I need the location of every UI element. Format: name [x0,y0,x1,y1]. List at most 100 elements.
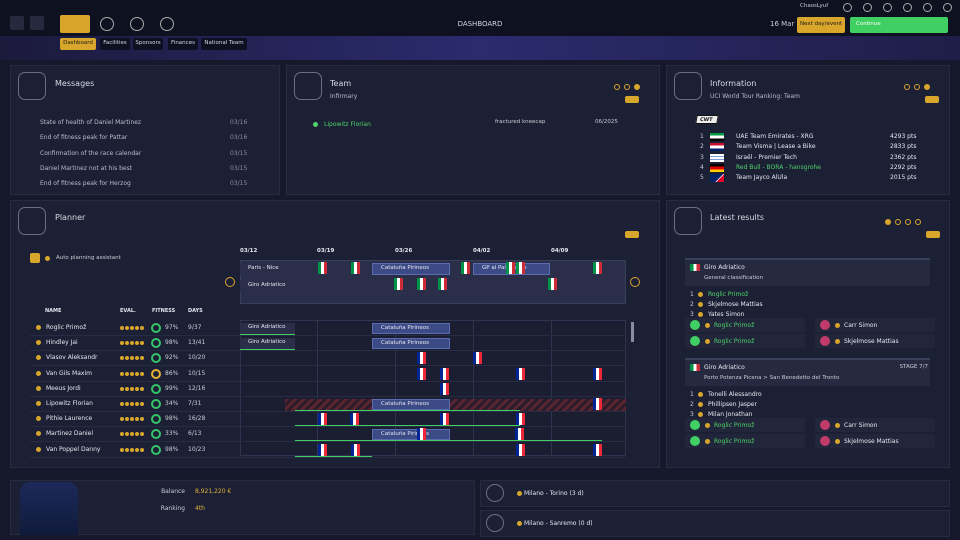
rider-name[interactable]: Meeus Jordi [46,384,81,392]
nav-icon[interactable] [130,17,144,31]
page-dot[interactable] [614,84,620,90]
status-icon[interactable] [903,3,912,12]
dot [36,370,41,376]
scroll-right[interactable] [630,277,640,287]
tab[interactable]: Finances [168,38,198,50]
rider-name[interactable]: Martinez Daniel [46,430,94,438]
team-name[interactable]: Team Visma | Lease a Bike [736,143,816,151]
jersey-holder[interactable]: Carr Simon [844,322,878,329]
nav-icon[interactable] [100,17,114,31]
message-text[interactable]: Daniel Martinez not at his best [40,164,133,172]
jersey-holder[interactable]: Roglic Primož [714,422,755,429]
page-dot[interactable] [624,84,630,90]
podium-name[interactable]: Yates Simon [708,311,745,318]
page-dot[interactable] [904,84,910,90]
tab[interactable]: Sponsors [133,38,163,50]
rider-name[interactable]: Lipowitz Florian [46,400,93,407]
team-name[interactable]: UAE Team Emirates - XRG [736,133,814,140]
rider-event[interactable]: Giro Adriatico [240,338,295,350]
podium-name[interactable]: Milan Jonathan [708,411,753,418]
message-text[interactable]: Confirmation of the race calendar [40,149,142,157]
upcoming-race[interactable]: Milano - Sanremo (0 d) [524,520,593,527]
team-name[interactable]: Red Bull - BORA - hansgrohe [736,163,821,171]
fitness: 97% [165,324,179,331]
more-button[interactable] [625,231,639,238]
flag-icon [516,413,525,426]
page-dot[interactable] [924,84,930,90]
back-button[interactable] [10,16,24,30]
race-event[interactable]: Cataluña Pirineos [372,263,450,275]
podium-name[interactable]: Roglic Primož [708,291,749,298]
race-event[interactable]: Giro Adriatico [240,280,295,292]
jersey-holder[interactable]: Carr Simon [844,422,878,429]
page-dot[interactable] [895,219,901,225]
fitness: 34% [165,400,179,407]
rider-event[interactable]: Giro Adriatico [240,323,295,334]
rider-event[interactable]: Cataluña Pirineos [372,429,450,441]
jersey-holder[interactable]: Skjelmose Mattias [844,338,899,345]
fitness-ring [151,368,161,379]
more-button[interactable] [625,96,639,103]
rider-event[interactable]: Cataluña Pirineos [372,338,450,350]
podium-name[interactable]: Skjelmose Mattias [708,301,763,308]
jersey-holder[interactable]: Roglic Primož [714,322,755,329]
team-points: 2015 pts [890,174,917,182]
ranking-label: Ranking [160,505,185,512]
jersey-holder[interactable]: Skjelmose Mattias [844,438,899,445]
jersey-row [815,318,935,332]
podium-name[interactable]: Tonelli Alessandro [708,391,762,398]
race-event[interactable]: Paris - Nice [240,263,295,275]
next-day-button[interactable]: Next day/event [797,17,845,33]
continue-button[interactable]: Continue [850,17,948,33]
more-button[interactable] [926,231,940,238]
page-dot[interactable] [885,219,891,225]
message-text[interactable]: State of health of Daniel Martinez [40,119,142,126]
tab[interactable]: National Team [201,38,247,50]
dot [835,323,840,328]
more-button[interactable] [925,96,939,103]
page-dot[interactable] [914,84,920,90]
panel-title: Planner [55,213,86,222]
rider-name[interactable]: Hindley Jai [46,339,78,347]
podium-pos: 3 [690,311,694,318]
jersey-holder[interactable]: Roglic Primož [714,438,755,445]
jersey-icon [820,436,830,446]
tab[interactable]: Dashboard [60,38,96,50]
rider-name[interactable]: Van Gils Maxim [46,369,92,377]
page-dot[interactable] [915,219,921,225]
page-dot[interactable] [634,84,640,90]
injured-rider[interactable]: Lipowitz Florian [324,121,371,128]
ranking-badge: CWT [695,115,719,124]
status-icon[interactable] [923,3,932,12]
flag [690,264,700,271]
rider-name[interactable]: Vlasov Aleksandr [46,354,98,362]
team-jersey [20,482,78,535]
row-line [30,395,626,397]
fitness-ring [151,399,161,409]
rider-name[interactable]: Van Poppel Danny [46,445,101,453]
nav-icon[interactable] [160,17,174,31]
row-line [30,411,626,412]
forward-button[interactable] [30,16,44,30]
rider-event[interactable]: Cataluña Pirineos [372,323,450,334]
team-name[interactable]: Team Jayco AlUla [736,174,788,182]
scroll-left[interactable] [225,277,235,287]
rider-name[interactable]: Roglic Primož [46,324,87,331]
status-icon[interactable] [883,3,892,12]
status-icon[interactable] [863,3,872,12]
upcoming-race[interactable]: Milano - Torino (3 d) [524,490,584,497]
rider-name[interactable]: Pithie Laurence [46,415,93,423]
status-icon[interactable] [843,3,852,12]
page-dot[interactable] [905,219,911,225]
nav-dashboard-icon[interactable] [60,15,90,33]
jersey-row [685,318,805,332]
message-text[interactable]: End of fitness peak for Herzog [40,180,131,188]
rider-event[interactable]: Cataluña Pirineos [372,399,450,410]
jersey-holder[interactable]: Roglic Primož [714,338,755,345]
checkbox[interactable] [30,253,40,263]
status-icon[interactable] [943,3,952,12]
team-name[interactable]: Israël - Premier Tech [736,153,797,161]
tab[interactable]: Facilities [100,38,130,50]
message-text[interactable]: End of fitness peak for Pattar [40,134,128,142]
podium-name[interactable]: Phillipsen Jasper [708,401,757,408]
